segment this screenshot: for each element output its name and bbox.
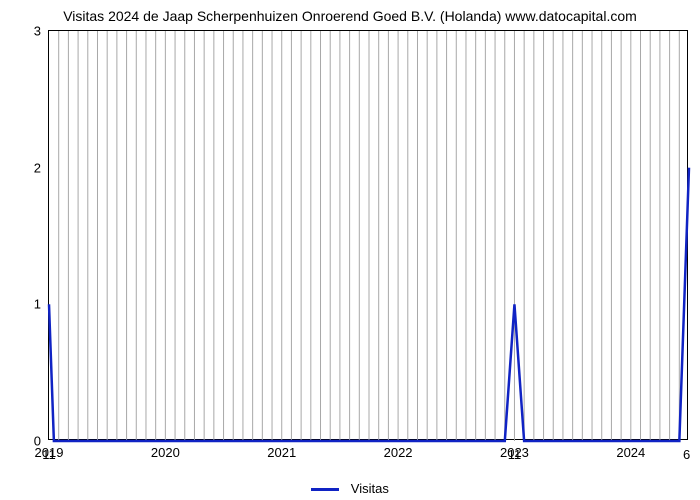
y-tick-label: 1 [34, 297, 49, 312]
legend-swatch [311, 488, 339, 491]
data-point-label: 11 [42, 447, 56, 462]
chart-container: Visitas 2024 de Jaap Scherpenhuizen Onro… [0, 0, 700, 500]
y-tick-label: 3 [34, 24, 49, 39]
plot-svg [49, 31, 689, 441]
x-tick-label: 2020 [151, 439, 180, 460]
x-tick-label: 2022 [384, 439, 413, 460]
data-point-label: 11 [508, 447, 522, 462]
plot-area: 012320192020202120222023202411116 [48, 30, 688, 440]
x-tick-label: 2021 [267, 439, 296, 460]
legend: Visitas [0, 481, 700, 496]
data-point-label: 6 [683, 447, 690, 462]
x-tick-label: 2024 [616, 439, 645, 460]
y-tick-label: 2 [34, 160, 49, 175]
legend-label: Visitas [351, 481, 389, 496]
chart-title: Visitas 2024 de Jaap Scherpenhuizen Onro… [0, 8, 700, 24]
